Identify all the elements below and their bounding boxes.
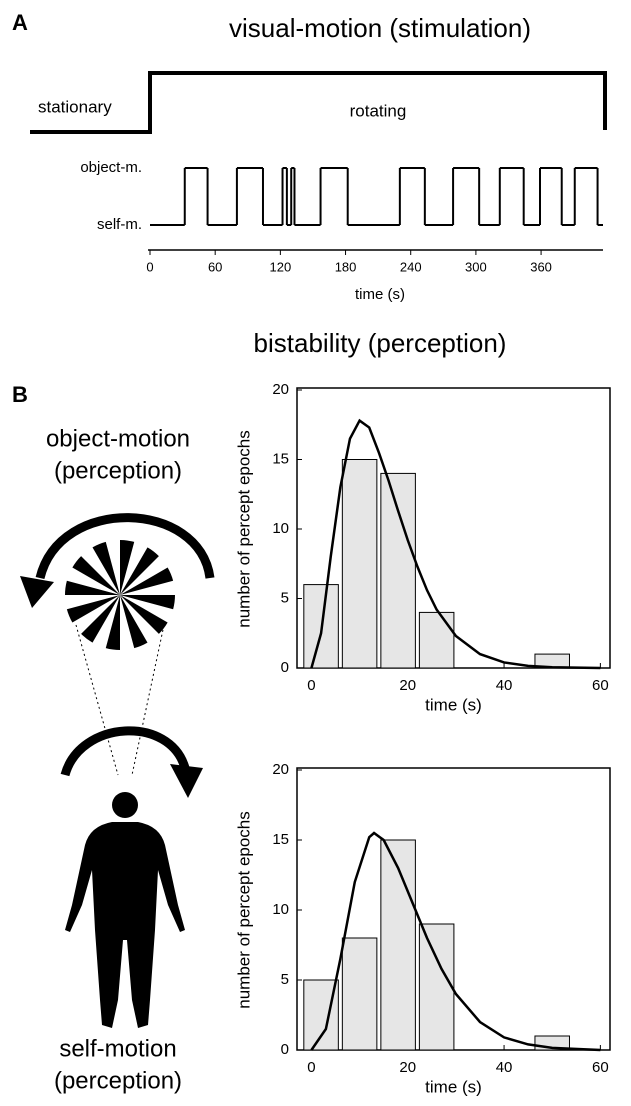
stimulus-label: rotating <box>350 101 407 120</box>
x-tick-label: 60 <box>208 259 222 274</box>
chart-title: visual-motion (stimulation) <box>229 13 531 43</box>
sight-line <box>131 624 165 776</box>
y-tick-label: 10 <box>272 520 289 537</box>
wheel-wedge <box>120 595 168 634</box>
arrow-head <box>170 764 203 798</box>
x-tick-label: 60 <box>592 677 609 694</box>
wheel-wedge <box>120 540 135 595</box>
illustration-label: object-motion <box>46 425 190 452</box>
wheel-wedge <box>120 547 159 595</box>
x-tick-label: 240 <box>400 259 422 274</box>
bar <box>418 923 455 1051</box>
illustration-label: (perception) <box>54 457 182 484</box>
illustration-label: self-motion <box>59 1035 176 1062</box>
y-tick-label: object-m. <box>80 159 142 176</box>
y-tick-label: 10 <box>272 901 289 918</box>
bar <box>380 839 416 1051</box>
rotation-arrow <box>35 513 215 580</box>
wheel-wedge <box>72 556 120 595</box>
wheel-wedge <box>81 595 120 643</box>
panel-label: A <box>12 10 28 35</box>
x-axis-label: time (s) <box>425 1077 482 1096</box>
wheel <box>65 540 175 650</box>
person-body <box>65 822 185 1028</box>
bar <box>380 472 416 669</box>
x-tick-label: 40 <box>496 1059 513 1076</box>
wheel-wedge <box>92 541 120 595</box>
x-tick-label: 0 <box>307 1059 315 1076</box>
x-tick-label: 60 <box>592 1059 609 1076</box>
y-tick-label: 0 <box>281 659 289 676</box>
wheel-wedge <box>120 595 148 649</box>
x-axis-label: time (s) <box>425 695 482 714</box>
illustration: object-motion (perception) self-motion (… <box>20 425 215 1094</box>
y-tick-label: 20 <box>272 381 289 398</box>
y-axis-label: number of percept epochs <box>234 430 253 628</box>
y-tick-label: 15 <box>272 831 289 848</box>
x-tick-label: 20 <box>399 1059 416 1076</box>
y-tick-label: self-m. <box>97 216 142 233</box>
rotation-arrow <box>60 726 190 777</box>
fit-curve <box>310 831 601 1052</box>
wheel-wedge <box>120 567 174 595</box>
wheel-wedge <box>65 580 120 595</box>
section-title: bistability (perception) <box>254 328 507 358</box>
wheel-wedge <box>120 595 175 610</box>
bar <box>341 459 378 669</box>
sight-line <box>75 624 119 776</box>
x-tick-label: 40 <box>496 677 513 694</box>
fit-curve <box>310 418 601 670</box>
stimulus-label: stationary <box>38 97 112 116</box>
x-tick-label: 360 <box>530 259 552 274</box>
person-head <box>112 792 138 818</box>
bar <box>341 937 378 1051</box>
y-tick-label: 0 <box>281 1041 289 1058</box>
x-tick-label: 120 <box>270 259 292 274</box>
x-tick-label: 20 <box>399 677 416 694</box>
x-tick-label: 0 <box>146 259 153 274</box>
bar <box>418 611 455 669</box>
stimulus-trace <box>30 71 607 134</box>
x-tick-label: 300 <box>465 259 487 274</box>
x-axis-label: time (s) <box>355 286 405 303</box>
arrow-head <box>20 576 54 608</box>
panel-label: B <box>12 382 28 407</box>
y-tick-label: 15 <box>272 450 289 467</box>
y-axis-label: number of percept epochs <box>234 811 253 1009</box>
illustration-label: (perception) <box>54 1067 182 1094</box>
y-tick-label: 5 <box>281 971 289 988</box>
x-tick-label: 0 <box>307 677 315 694</box>
wheel-wedge <box>105 595 120 650</box>
y-tick-label: 5 <box>281 589 289 606</box>
wheel-wedge <box>66 595 120 623</box>
y-tick-label: 20 <box>272 761 289 778</box>
x-tick-label: 180 <box>335 259 357 274</box>
